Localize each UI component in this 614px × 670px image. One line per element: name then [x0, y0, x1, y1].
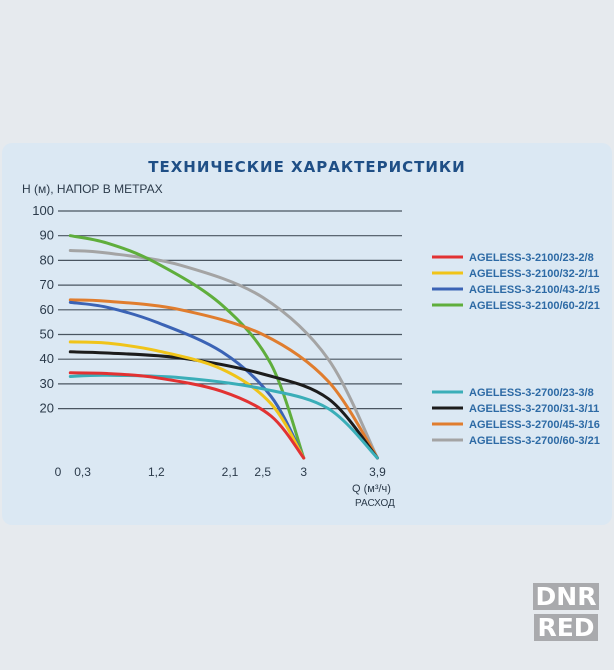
y-tick-label-20: 20: [40, 401, 54, 416]
y-tick-label-80: 80: [40, 252, 54, 267]
series-line-4: [68, 373, 379, 460]
y-tick-label-40: 40: [40, 351, 54, 366]
x-tick-label-3: 2,1: [222, 465, 239, 479]
series-line-0: [68, 371, 306, 460]
series-line-7: [68, 249, 379, 460]
watermark-line2: RED: [534, 614, 598, 641]
y-tick-labels: 20 30 40 50 60 70 80 90 100: [32, 203, 54, 416]
y-tick-label-60: 60: [40, 302, 54, 317]
x-axis-title: Q (м³/ч): [352, 483, 391, 495]
legend-label-7: AGELESS-3-2700/60-3/21: [469, 435, 600, 447]
x-tick-label-2: 1,2: [148, 465, 165, 479]
legend-label-1: AGELESS-3-2100/32-2/11: [469, 268, 599, 280]
y-tick-label-70: 70: [40, 277, 54, 292]
y-tick-label-30: 30: [40, 376, 54, 391]
y-tick-label-90: 90: [40, 228, 54, 243]
series-line-1: [68, 340, 306, 460]
watermark-line1: DNR: [532, 583, 600, 610]
watermark-logo: DNR RED: [526, 583, 606, 645]
y-tick-label-100: 100: [32, 203, 54, 218]
x-tick-label-4: 2,5: [254, 465, 271, 479]
legend-label-2: AGELESS-3-2100/43-2/15: [469, 284, 600, 296]
grid-lines: [58, 210, 402, 410]
x-tick-label-5: 3: [300, 465, 307, 479]
y-axis-title: H (м), НАПОР В МЕТРАХ: [22, 182, 163, 196]
legend: AGELESS-3-2100/23-2/8 AGELESS-3-2100/32-2…: [432, 252, 600, 447]
series-line-3: [68, 234, 306, 460]
x-tick-labels: 0 0,3 1,2 2,1 2,5 3 3,9: [55, 465, 386, 479]
chart-title: ТЕХНИЧЕСКИЕ ХАРАКТЕРИСТИКИ: [148, 158, 466, 176]
legend-label-4: AGELESS-3-2700/23-3/8: [469, 387, 594, 399]
legend-label-5: AGELESS-3-2700/31-3/11: [469, 403, 599, 415]
x-tick-label-6: 3,9: [369, 465, 386, 479]
series-line-6: [68, 298, 379, 460]
series-line-5: [68, 350, 379, 460]
series-line-2: [68, 300, 306, 460]
legend-label-3: AGELESS-3-2100/60-2/21: [469, 300, 600, 312]
x-tick-label-1: 0,3: [74, 465, 91, 479]
series-curves: [68, 234, 379, 460]
x-tick-label-0: 0: [55, 465, 62, 479]
y-tick-label-50: 50: [40, 327, 54, 342]
x-axis-subtitle: РАСХОД: [355, 498, 395, 509]
legend-label-6: AGELESS-3-2700/45-3/16: [469, 419, 600, 431]
legend-label-0: AGELESS-3-2100/23-2/8: [469, 252, 594, 264]
